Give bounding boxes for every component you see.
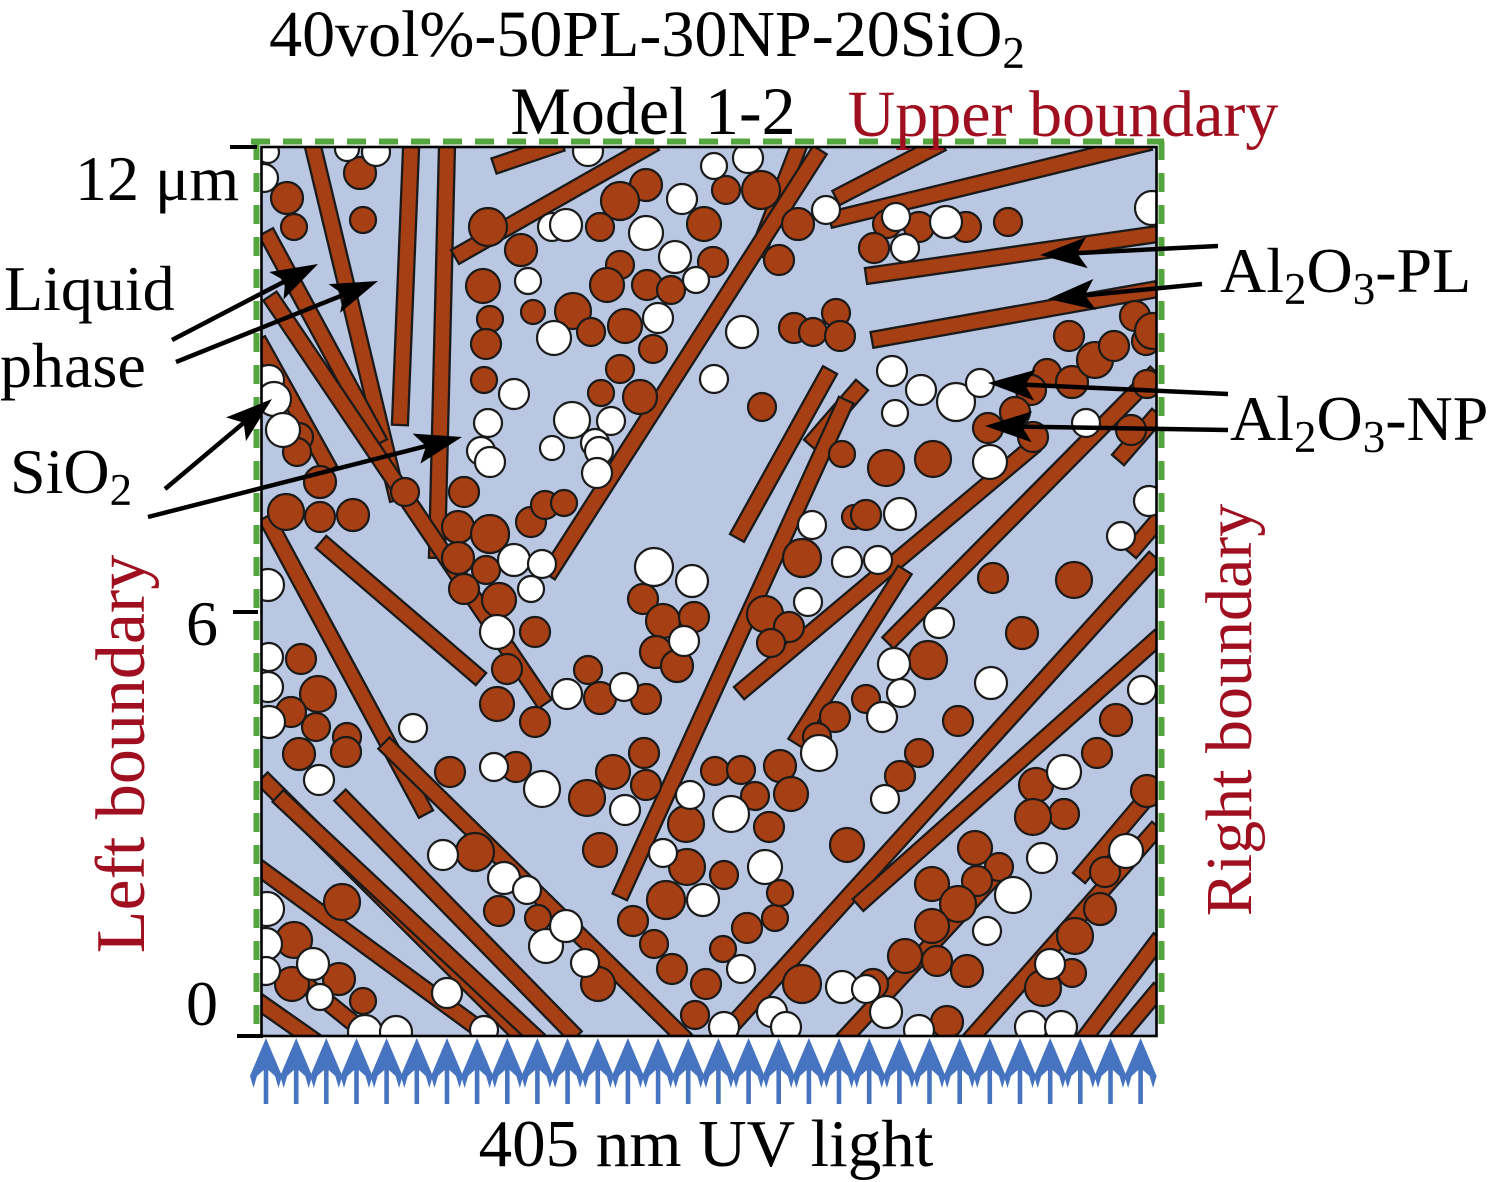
svg-text:phase: phase	[0, 330, 146, 401]
svg-text:Left boundary: Left boundary	[83, 555, 160, 953]
svg-text:Upper boundary: Upper boundary	[848, 78, 1279, 151]
svg-text:Al2​O3​-PL: Al2​O3​-PL	[1220, 235, 1471, 314]
svg-text:0: 0	[186, 968, 218, 1039]
svg-text:Liquid: Liquid	[4, 253, 175, 324]
svg-text:Al2​O3​-NP: Al2​O3​-NP	[1230, 383, 1488, 462]
svg-text:Right boundary: Right boundary	[1193, 504, 1266, 916]
svg-text:6: 6	[186, 588, 218, 659]
svg-text:40vol%-50PL-30NP-20SiO2​: 40vol%-50PL-30NP-20SiO2​	[269, 0, 1025, 78]
svg-text:405 nm UV light: 405 nm UV light	[479, 1107, 934, 1181]
svg-text:12 μm: 12 μm	[75, 143, 239, 214]
svg-text:Model 1-2: Model 1-2	[510, 73, 795, 149]
